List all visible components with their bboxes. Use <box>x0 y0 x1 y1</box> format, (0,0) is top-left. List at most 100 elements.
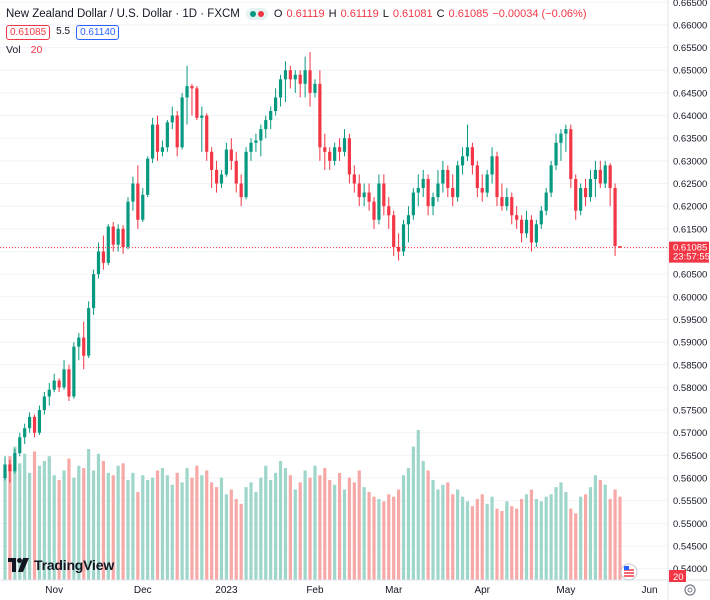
candle-body <box>372 201 376 220</box>
candle-body <box>618 246 622 248</box>
candle-body <box>244 151 248 198</box>
candle-body <box>308 70 312 93</box>
candle-body <box>333 147 337 161</box>
time-axis[interactable]: Nov Dec 2023 Feb Mar Apr May Jun <box>45 585 657 596</box>
sell-price-button[interactable]: 0.61085 <box>6 24 51 40</box>
price-axis-label: 0.55000 <box>673 519 707 530</box>
candle-body <box>141 194 145 220</box>
volume-bar <box>406 468 411 580</box>
volume-bar <box>397 489 401 580</box>
volume-bar <box>446 482 450 580</box>
candle-body <box>495 156 499 198</box>
volume-bar <box>603 484 607 580</box>
close-label: C <box>436 8 445 20</box>
candle-body <box>8 464 12 472</box>
volume-bar <box>470 506 474 580</box>
volume-bar <box>608 499 612 580</box>
volume-bar <box>244 487 248 580</box>
price-axis-label: 0.66500 <box>673 0 707 9</box>
volume-bar <box>529 489 534 580</box>
symbol-row: New Zealand Dollar / U.S. Dollar · 1D · … <box>6 5 587 23</box>
candle-body <box>500 197 504 207</box>
candle-body <box>229 149 233 161</box>
volume-bar <box>288 475 292 580</box>
candle-body <box>170 115 174 123</box>
volume-bar <box>515 508 519 580</box>
goto-realtime-icon[interactable] <box>620 563 638 581</box>
time-axis-label: May <box>556 585 575 596</box>
candle-body <box>32 416 37 433</box>
candle-body <box>185 86 189 98</box>
tradingview-logo[interactable]: TradingView <box>8 557 114 573</box>
volume-bar <box>175 472 179 580</box>
candle-body <box>47 389 51 397</box>
price-axis-label: 0.59500 <box>673 315 707 326</box>
volume-bar <box>165 475 169 580</box>
volume-label[interactable]: Vol <box>6 44 21 56</box>
candle-body <box>480 188 484 193</box>
price-tag-value: 0.61085 <box>673 243 707 254</box>
axis-settings-icon[interactable] <box>684 584 696 596</box>
volume-bar <box>490 496 494 580</box>
candle-body <box>377 183 381 220</box>
candle-body <box>160 147 165 152</box>
candle-body <box>534 224 538 243</box>
buy-price-button[interactable]: 0.61140 <box>76 24 120 40</box>
candle-body <box>234 160 238 184</box>
candle-body <box>549 165 553 193</box>
candle-body <box>608 165 612 189</box>
candle-body <box>431 197 435 207</box>
price-axis-label: 0.66000 <box>673 20 707 31</box>
candle-body <box>146 158 150 195</box>
market-status-icon[interactable] <box>245 8 268 20</box>
candle-body <box>524 219 529 234</box>
price-axis-label: 0.64500 <box>673 88 707 99</box>
candle-body <box>436 183 440 198</box>
candle-body <box>362 192 366 198</box>
time-axis-label: 2023 <box>215 585 238 596</box>
candle-body <box>416 188 420 193</box>
price-axis-label: 0.55500 <box>673 496 707 507</box>
candle-body <box>155 124 160 152</box>
symbol-title[interactable]: New Zealand Dollar / U.S. Dollar · 1D · … <box>6 8 240 20</box>
volume-bar <box>200 475 204 580</box>
candle-body <box>224 149 228 175</box>
price-axis-label: 0.63000 <box>673 156 707 167</box>
volume-bar <box>205 470 209 580</box>
volume-bar <box>574 513 578 580</box>
candle-body <box>520 219 524 234</box>
volume-bar <box>342 489 347 580</box>
price-axis-label: 0.56000 <box>673 474 707 485</box>
candle-body <box>254 140 258 143</box>
volume-bar <box>544 496 548 580</box>
open-label: O <box>273 8 283 20</box>
candle-body <box>195 88 199 118</box>
low-label: L <box>382 8 389 20</box>
volume-bar <box>160 468 165 580</box>
time-axis-label: Dec <box>134 585 152 596</box>
volume-bar <box>111 475 115 580</box>
candle-body <box>588 178 593 198</box>
volume-bar <box>460 496 465 580</box>
volume-bar <box>87 449 91 580</box>
volume-bar <box>210 482 214 580</box>
candle-body <box>603 165 607 184</box>
price-axis-label: 0.54500 <box>673 542 707 553</box>
candle-body <box>352 174 356 184</box>
volume-bar <box>185 468 189 580</box>
chart-legend: New Zealand Dollar / U.S. Dollar · 1D · … <box>6 5 587 59</box>
volume-bar <box>96 453 101 580</box>
volume-bar <box>451 494 455 580</box>
candle-body <box>37 410 42 433</box>
candle-body <box>259 129 263 141</box>
volume-bar <box>382 501 386 580</box>
price-axis-label: 0.60500 <box>673 270 707 281</box>
candle-body <box>180 97 184 148</box>
volume-bar <box>42 460 46 580</box>
price-axis[interactable]: 0.66500 0.66000 0.65500 0.65000 0.64500 0.640… <box>673 0 707 575</box>
volume-bar <box>274 472 278 580</box>
candle-body <box>367 192 371 202</box>
volume-bar <box>357 470 361 580</box>
volume-bar <box>82 468 86 580</box>
